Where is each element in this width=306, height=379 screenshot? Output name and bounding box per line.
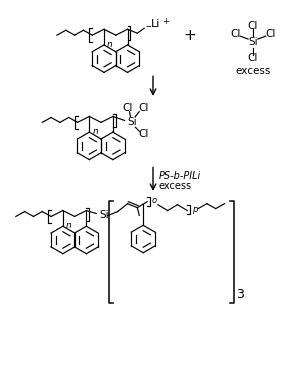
Text: o: o <box>152 196 157 205</box>
Text: n: n <box>107 40 113 49</box>
Text: Cl: Cl <box>265 29 276 39</box>
Text: Cl: Cl <box>230 29 241 39</box>
Text: +: + <box>183 28 196 43</box>
Text: Cl: Cl <box>138 129 148 139</box>
Text: Cl: Cl <box>138 103 148 113</box>
Text: Cl: Cl <box>248 21 258 31</box>
Text: –: – <box>145 21 151 31</box>
Text: Li: Li <box>151 19 160 29</box>
Text: n: n <box>92 127 98 136</box>
Text: excess: excess <box>159 181 192 191</box>
Text: p: p <box>192 205 198 214</box>
Text: Si: Si <box>248 37 258 47</box>
Text: Si: Si <box>99 210 109 221</box>
Text: PS-b-PILi: PS-b-PILi <box>159 171 201 181</box>
Text: 3: 3 <box>236 288 244 301</box>
Text: n: n <box>66 221 72 230</box>
Text: Cl: Cl <box>122 103 133 113</box>
Text: Si: Si <box>128 117 137 127</box>
Text: excess: excess <box>235 66 271 77</box>
Text: +: + <box>162 17 169 26</box>
Text: Cl: Cl <box>248 53 258 63</box>
